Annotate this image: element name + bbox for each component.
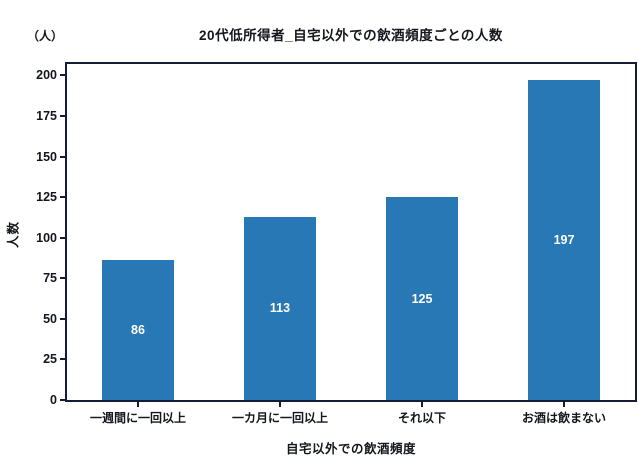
y-tick-label: 50 — [43, 311, 57, 326]
x-axis-title: 自宅以外での飲酒頻度 — [285, 442, 416, 456]
y-tick-mark — [60, 236, 65, 239]
y-tick-mark — [60, 358, 65, 361]
y-axis-unit-label: （人） — [27, 29, 64, 43]
x-tick-mark — [563, 402, 565, 407]
y-tick-mark — [60, 277, 65, 280]
bar-value-label: 197 — [553, 233, 575, 248]
y-tick-label: 175 — [36, 108, 57, 123]
y-tick-mark — [60, 317, 65, 320]
y-tick-label: 0 — [50, 393, 57, 407]
y-tick-label: 25 — [43, 352, 57, 367]
bar-それ以下: 125 — [386, 197, 458, 400]
y-tick-mark — [60, 196, 65, 199]
plot-area: 0 25 50 75 100 125 150 175 200 86 113 125 197 — [36, 62, 637, 407]
y-tick-label: 150 — [36, 149, 57, 164]
bar-お酒は飲まない: 197 — [528, 80, 600, 400]
x-tick-mark — [137, 402, 139, 407]
y-tick-mark — [60, 155, 65, 158]
bar-value-label: 125 — [411, 291, 433, 306]
y-tick-label: 75 — [43, 271, 57, 286]
x-tick-label: 一週間に一回以上 — [89, 411, 186, 425]
y-tick-label: 125 — [36, 190, 57, 205]
y-tick-mark — [60, 399, 65, 401]
y-tick-label: 200 — [36, 68, 57, 83]
bar-一カ月に一回以上: 113 — [244, 216, 316, 400]
x-tick-mark — [421, 402, 423, 407]
bar-value-label: 86 — [131, 323, 145, 338]
y-tick-mark — [60, 114, 65, 117]
bar-value-label: 113 — [269, 301, 291, 316]
x-tick-label: それ以下 — [397, 411, 446, 425]
bar-一週間に一回以上: 86 — [102, 260, 174, 400]
y-tick-label: 100 — [36, 230, 57, 245]
x-tick-label: お酒は飲まない — [521, 411, 606, 425]
x-tick-mark — [279, 402, 281, 407]
y-tick-mark — [60, 74, 65, 77]
chart-title: 20代低所得者_自宅以外での飲酒頻度ごとの人数 — [199, 28, 503, 43]
x-tick-label: 一カ月に一回以上 — [231, 411, 328, 425]
